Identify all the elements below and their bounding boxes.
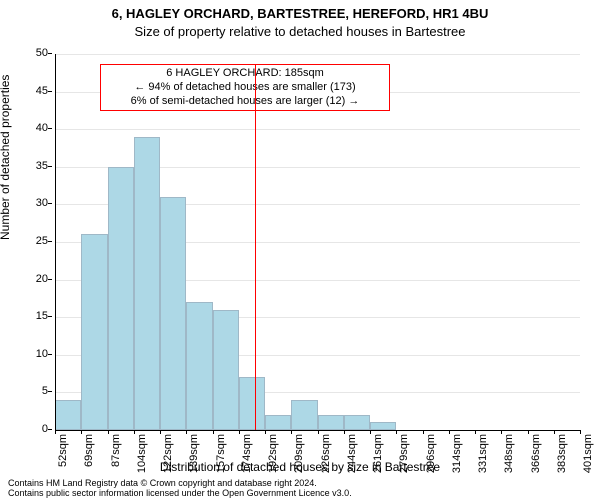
x-tick-label: 279sqm [398, 434, 410, 474]
y-tick-label: 25 [8, 235, 48, 247]
y-axis-line [55, 54, 56, 430]
chart-title: 6, HAGLEY ORCHARD, BARTESTREE, HEREFORD,… [0, 6, 600, 21]
reference-line [255, 64, 256, 430]
histogram-bar [81, 234, 107, 430]
annotation-line-2: ← 94% of detached houses are smaller (17… [107, 81, 383, 95]
x-tick-label: 296sqm [425, 434, 437, 474]
y-tick-label: 45 [8, 85, 48, 97]
x-tick-label: 348sqm [503, 434, 515, 474]
x-tick-mark [55, 430, 56, 434]
credit-text: Contains HM Land Registry data © Crown c… [8, 478, 592, 499]
x-tick-label: 401sqm [582, 434, 594, 474]
x-tick-label: 157sqm [215, 434, 227, 474]
y-tick-label: 10 [8, 348, 48, 360]
x-tick-mark [475, 430, 476, 434]
x-tick-mark [580, 430, 581, 434]
x-tick-label: 139sqm [188, 434, 200, 474]
x-tick-mark [344, 430, 345, 434]
x-tick-label: 226sqm [320, 434, 332, 474]
x-tick-mark [160, 430, 161, 434]
histogram-bar [318, 415, 344, 430]
x-tick-mark [239, 430, 240, 434]
x-tick-label: 261sqm [372, 434, 384, 474]
x-tick-label: 192sqm [267, 434, 279, 474]
credit-line-1: Contains HM Land Registry data © Crown c… [8, 478, 592, 488]
histogram-bar [370, 422, 396, 430]
credit-line-2: Contains public sector information licen… [8, 488, 592, 498]
x-tick-mark [528, 430, 529, 434]
y-tick-label: 0 [8, 423, 48, 435]
x-tick-label: 174sqm [241, 434, 253, 474]
x-tick-mark [423, 430, 424, 434]
histogram-bar [291, 400, 317, 430]
x-tick-label: 209sqm [293, 434, 305, 474]
histogram-bar [134, 137, 160, 430]
y-tick-label: 20 [8, 273, 48, 285]
y-tick-label: 35 [8, 160, 48, 172]
histogram-bar [265, 415, 291, 430]
histogram-bar [55, 400, 81, 430]
y-tick-label: 15 [8, 310, 48, 322]
x-tick-label: 244sqm [346, 434, 358, 474]
histogram-bar [108, 167, 134, 430]
x-tick-mark [134, 430, 135, 434]
x-tick-label: 331sqm [477, 434, 489, 474]
x-tick-label: 366sqm [530, 434, 542, 474]
histogram-bar [344, 415, 370, 430]
x-tick-label: 52sqm [57, 434, 69, 474]
x-tick-label: 87sqm [110, 434, 122, 474]
histogram-chart: 6, HAGLEY ORCHARD, BARTESTREE, HEREFORD,… [0, 0, 600, 500]
x-tick-mark [370, 430, 371, 434]
y-tick-label: 50 [8, 47, 48, 59]
y-tick-label: 5 [8, 385, 48, 397]
x-tick-label: 122sqm [162, 434, 174, 474]
x-tick-label: 104sqm [136, 434, 148, 474]
annotation-line-3: 6% of semi-detached houses are larger (1… [107, 95, 383, 109]
x-tick-mark [318, 430, 319, 434]
x-tick-mark [554, 430, 555, 434]
y-tick-label: 40 [8, 122, 48, 134]
histogram-bar [213, 310, 239, 430]
y-tick-label: 30 [8, 197, 48, 209]
x-tick-mark [108, 430, 109, 434]
x-tick-mark [265, 430, 266, 434]
x-tick-mark [449, 430, 450, 434]
annotation-line-1: 6 HAGLEY ORCHARD: 185sqm [107, 67, 383, 81]
y-axis-label: Number of detached properties [0, 75, 12, 240]
histogram-bar [186, 302, 212, 430]
x-tick-label: 314sqm [451, 434, 463, 474]
x-tick-label: 383sqm [556, 434, 568, 474]
chart-subtitle: Size of property relative to detached ho… [0, 24, 600, 39]
x-tick-label: 69sqm [83, 434, 95, 474]
annotation-box: 6 HAGLEY ORCHARD: 185sqm ← 94% of detach… [100, 64, 390, 111]
histogram-bar [160, 197, 186, 430]
x-tick-mark [213, 430, 214, 434]
histogram-bar [239, 377, 265, 430]
